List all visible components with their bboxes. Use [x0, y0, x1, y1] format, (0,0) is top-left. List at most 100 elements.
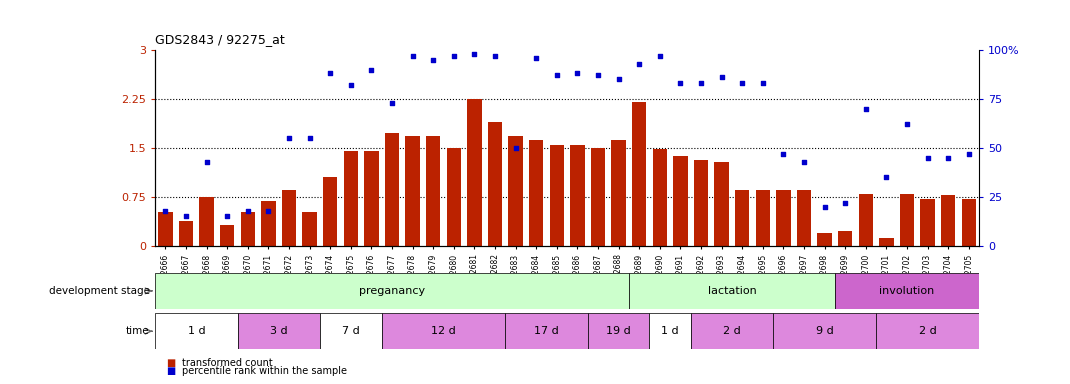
Text: 3 d: 3 d: [270, 326, 288, 336]
Bar: [220, 225, 234, 246]
Point: [445, 53, 462, 59]
Bar: [550, 145, 564, 246]
Bar: [406, 136, 419, 246]
Point: [857, 106, 874, 112]
Bar: [653, 149, 667, 246]
Bar: [570, 145, 584, 246]
Point: [899, 121, 916, 127]
Bar: [591, 148, 606, 246]
Text: lactation: lactation: [707, 286, 756, 296]
Bar: [776, 190, 791, 246]
Bar: [199, 197, 214, 246]
Text: 9 d: 9 d: [815, 326, 834, 336]
Bar: [238, 313, 320, 349]
Point: [507, 145, 524, 151]
Point: [652, 53, 669, 59]
Point: [919, 155, 936, 161]
Text: transformed count: transformed count: [182, 358, 273, 368]
Point: [465, 51, 483, 57]
Bar: [876, 313, 979, 349]
Bar: [649, 313, 691, 349]
Bar: [488, 122, 502, 246]
Text: GDS2843 / 92275_at: GDS2843 / 92275_at: [155, 33, 285, 46]
Bar: [673, 156, 688, 246]
Bar: [505, 313, 587, 349]
Point: [837, 200, 854, 206]
Bar: [858, 194, 873, 246]
Text: 7 d: 7 d: [342, 326, 360, 336]
Bar: [155, 313, 238, 349]
Point: [198, 159, 215, 165]
Bar: [508, 136, 523, 246]
Bar: [587, 313, 649, 349]
Point: [816, 204, 834, 210]
Point: [569, 70, 586, 76]
Point: [754, 80, 771, 86]
Point: [548, 72, 565, 78]
Text: development stage: development stage: [49, 286, 150, 296]
Text: 12 d: 12 d: [431, 326, 456, 336]
Bar: [364, 151, 379, 246]
Point: [795, 159, 812, 165]
Bar: [468, 99, 482, 246]
Bar: [838, 232, 853, 246]
Bar: [382, 313, 505, 349]
Bar: [303, 212, 317, 246]
Bar: [735, 190, 749, 246]
Point: [610, 76, 627, 83]
Point: [939, 155, 957, 161]
Text: ■: ■: [166, 366, 175, 376]
Text: time: time: [126, 326, 150, 336]
Bar: [261, 201, 276, 246]
Bar: [320, 313, 382, 349]
Point: [280, 135, 297, 141]
Bar: [817, 233, 831, 246]
Point: [734, 80, 751, 86]
Text: 1 d: 1 d: [187, 326, 205, 336]
Bar: [691, 313, 773, 349]
Text: 19 d: 19 d: [607, 326, 631, 336]
Point: [425, 57, 442, 63]
Bar: [835, 273, 979, 309]
Point: [487, 53, 504, 59]
Point: [960, 151, 977, 157]
Bar: [920, 199, 935, 246]
Point: [692, 80, 709, 86]
Text: 2 d: 2 d: [919, 326, 936, 336]
Bar: [962, 199, 976, 246]
Bar: [629, 273, 835, 309]
Bar: [343, 151, 358, 246]
Text: 17 d: 17 d: [534, 326, 559, 336]
Point: [383, 100, 400, 106]
Bar: [941, 195, 956, 246]
Bar: [158, 212, 172, 246]
Bar: [446, 148, 461, 246]
Bar: [281, 190, 296, 246]
Point: [877, 174, 895, 180]
Point: [178, 214, 195, 220]
Text: involution: involution: [880, 286, 934, 296]
Point: [260, 207, 277, 214]
Point: [713, 74, 730, 80]
Bar: [241, 212, 255, 246]
Bar: [323, 177, 337, 246]
Bar: [693, 160, 708, 246]
Point: [342, 82, 360, 88]
Bar: [880, 238, 893, 246]
Bar: [529, 140, 544, 246]
Point: [157, 207, 174, 214]
Text: 2 d: 2 d: [723, 326, 740, 336]
Bar: [385, 134, 399, 246]
Bar: [155, 273, 629, 309]
Bar: [426, 136, 441, 246]
Point: [404, 53, 422, 59]
Point: [775, 151, 792, 157]
Bar: [179, 221, 194, 246]
Text: 1 d: 1 d: [661, 326, 678, 336]
Point: [240, 207, 257, 214]
Text: ■: ■: [166, 358, 175, 368]
Bar: [715, 162, 729, 246]
Bar: [632, 102, 646, 246]
Bar: [755, 190, 770, 246]
Text: preganancy: preganancy: [358, 286, 425, 296]
